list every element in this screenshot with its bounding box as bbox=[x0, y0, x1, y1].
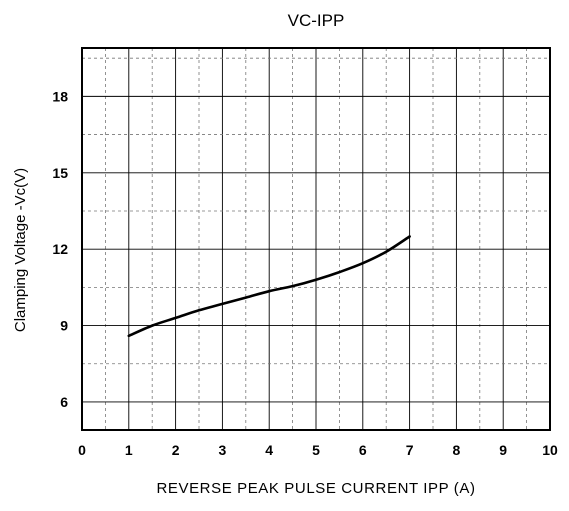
x-tick-label: 3 bbox=[219, 442, 227, 458]
y-tick-label: 18 bbox=[52, 88, 68, 104]
x-axis-label: REVERSE PEAK PULSE CURRENT IPP (A) bbox=[156, 480, 475, 497]
x-tick-labels: 0 1 2 3 4 5 6 7 8 9 10 bbox=[78, 442, 558, 458]
chart-title: VC-IPP bbox=[288, 11, 345, 30]
x-tick-label: 4 bbox=[265, 442, 273, 458]
y-tick-label: 12 bbox=[52, 241, 68, 257]
plot-frame bbox=[81, 47, 551, 431]
x-tick-label: 0 bbox=[78, 442, 86, 458]
y-tick-label: 9 bbox=[60, 318, 68, 334]
y-tick-label: 15 bbox=[52, 165, 68, 181]
y-tick-labels: 6 9 12 15 18 bbox=[52, 88, 68, 410]
x-tick-label: 2 bbox=[172, 442, 180, 458]
grid bbox=[82, 48, 550, 430]
x-tick-label: 1 bbox=[125, 442, 133, 458]
x-tick-label: 9 bbox=[499, 442, 507, 458]
x-tick-label: 7 bbox=[406, 442, 414, 458]
y-tick-label: 6 bbox=[60, 394, 68, 410]
x-tick-label: 10 bbox=[542, 442, 558, 458]
y-axis-label: Clamping Voltage -Vc(V) bbox=[12, 168, 29, 332]
series-layer bbox=[127, 235, 411, 338]
x-tick-label: 6 bbox=[359, 442, 367, 458]
series-line bbox=[127, 235, 411, 338]
x-tick-label: 8 bbox=[453, 442, 461, 458]
x-tick-label: 5 bbox=[312, 442, 320, 458]
